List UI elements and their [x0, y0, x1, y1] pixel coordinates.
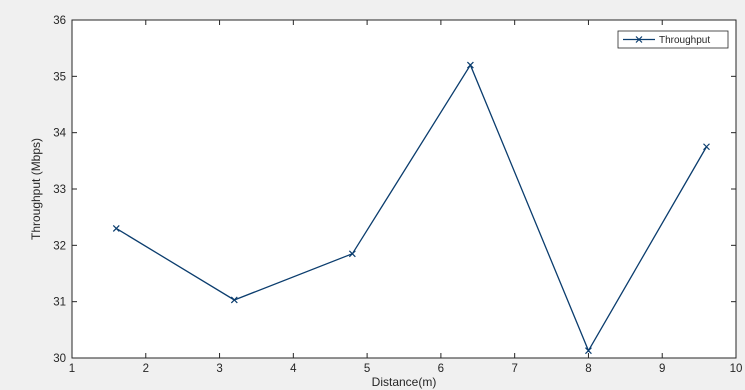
y-tick-label: 33	[53, 184, 66, 196]
x-tick-label: 3	[216, 363, 222, 375]
x-tick-label: 2	[143, 363, 149, 375]
y-tick-label: 35	[53, 71, 66, 83]
data-point-marker	[348, 250, 356, 258]
data-point-marker	[703, 143, 710, 151]
y-axis-label: Throughput (Mbps)	[29, 138, 43, 240]
legend-box	[617, 30, 729, 49]
x-tick-label: 8	[585, 363, 591, 375]
y-tick-label: 34	[53, 128, 66, 140]
x-tick-label: 1	[69, 363, 75, 375]
series-line-throughput	[115, 63, 708, 353]
data-point-marker	[112, 225, 120, 232]
x-tick-label: 5	[364, 363, 370, 375]
data-point-marker	[466, 61, 474, 69]
y-tick-label: 36	[53, 15, 66, 27]
y-tick-label: 31	[53, 297, 66, 309]
legend-label-throughput: Throughput	[659, 35, 710, 46]
y-tick-label: 30	[53, 353, 66, 365]
legend-marker-throughput	[635, 36, 643, 43]
x-tick-label: 9	[659, 363, 665, 375]
x-tick-label: 7	[511, 363, 517, 375]
data-point-marker	[585, 347, 592, 355]
y-tick-label: 32	[53, 240, 66, 252]
x-tick-label: 10	[730, 363, 743, 375]
plot-area	[71, 19, 737, 359]
x-tick-label: 4	[290, 363, 297, 375]
x-tick-label: 6	[438, 363, 444, 375]
legend: Throughput	[617, 30, 729, 49]
data-point-marker	[230, 296, 238, 304]
series-layer	[112, 61, 710, 355]
x-axis-ticks: 1 2 3 4 5 6 7 8 9 10	[69, 20, 743, 375]
y-axis-ticks: 30 31 32 33 34 35 36	[53, 15, 736, 365]
x-axis-label: Distance(m)	[372, 375, 437, 389]
